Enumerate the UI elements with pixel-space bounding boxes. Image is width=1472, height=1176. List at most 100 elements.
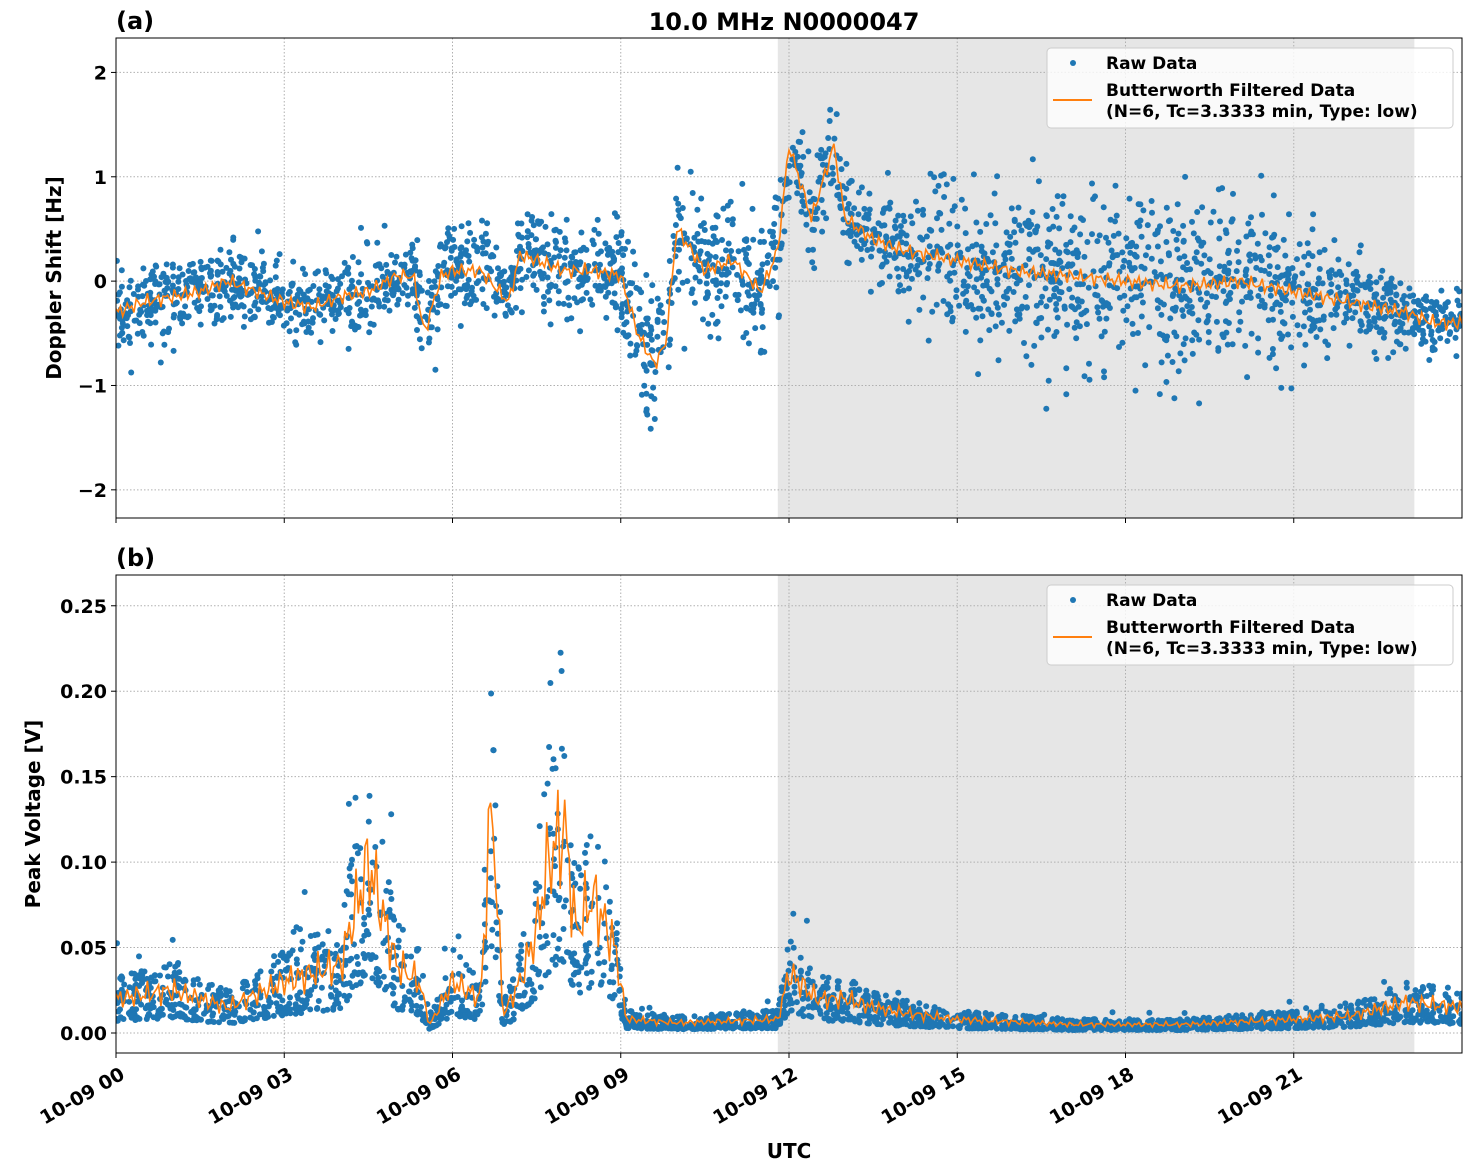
- raw-point: [396, 297, 402, 303]
- raw-point: [344, 997, 350, 1003]
- raw-point: [735, 297, 741, 303]
- raw-point: [1247, 251, 1253, 257]
- raw-point: [474, 248, 480, 254]
- raw-point: [817, 153, 823, 159]
- raw-point: [1097, 316, 1103, 322]
- raw-point: [1423, 293, 1429, 299]
- raw-point: [1078, 311, 1084, 317]
- raw-point: [1190, 351, 1196, 357]
- raw-point: [186, 268, 192, 274]
- raw-point: [499, 1016, 505, 1022]
- raw-point: [1053, 307, 1059, 313]
- raw-point: [746, 340, 752, 346]
- raw-point: [1432, 339, 1438, 345]
- raw-point: [602, 859, 608, 865]
- raw-point: [1167, 272, 1173, 278]
- raw-point: [963, 329, 969, 335]
- raw-point: [713, 282, 719, 288]
- raw-point: [167, 961, 173, 967]
- raw-point: [1269, 306, 1275, 312]
- raw-point: [1078, 215, 1084, 221]
- raw-point: [996, 357, 1002, 363]
- raw-point: [259, 298, 265, 304]
- raw-point: [1038, 315, 1044, 321]
- raw-point: [511, 1011, 517, 1017]
- raw-point: [755, 270, 761, 276]
- raw-point: [900, 1003, 906, 1009]
- raw-point: [790, 911, 796, 917]
- raw-point: [551, 932, 557, 938]
- raw-point: [584, 277, 590, 283]
- raw-point: [792, 990, 798, 996]
- raw-point: [1133, 388, 1139, 394]
- raw-point: [321, 317, 327, 323]
- raw-point: [1347, 343, 1353, 349]
- raw-point: [372, 844, 378, 850]
- raw-point: [725, 203, 731, 209]
- raw-point: [171, 348, 177, 354]
- raw-point: [536, 969, 542, 975]
- raw-point: [437, 1016, 443, 1022]
- raw-point: [621, 321, 627, 327]
- raw-point: [274, 258, 280, 264]
- raw-point: [382, 223, 388, 229]
- legend-raw-marker: [1070, 60, 1076, 66]
- raw-point: [994, 276, 1000, 282]
- raw-point: [1045, 327, 1051, 333]
- raw-point: [1170, 359, 1176, 365]
- raw-point: [609, 300, 615, 306]
- raw-point: [191, 977, 197, 983]
- raw-point: [892, 224, 898, 230]
- raw-point: [676, 247, 682, 253]
- raw-point: [1106, 240, 1112, 246]
- raw-point: [894, 1019, 900, 1025]
- raw-point: [541, 943, 547, 949]
- raw-point: [388, 811, 394, 817]
- raw-point: [892, 997, 898, 1003]
- raw-point: [1397, 280, 1403, 286]
- raw-point: [168, 1006, 174, 1012]
- raw-point: [646, 332, 652, 338]
- raw-point: [772, 265, 778, 271]
- raw-point: [179, 320, 185, 326]
- raw-point: [1310, 253, 1316, 259]
- raw-point: [798, 969, 804, 975]
- raw-point: [786, 195, 792, 201]
- raw-point: [946, 221, 952, 227]
- raw-point: [1149, 198, 1155, 204]
- raw-point: [1390, 1020, 1396, 1026]
- raw-point: [1397, 341, 1403, 347]
- raw-point: [1303, 1005, 1309, 1011]
- raw-point: [1255, 335, 1261, 341]
- raw-point: [652, 369, 658, 375]
- raw-point: [447, 236, 453, 242]
- raw-point: [1084, 321, 1090, 327]
- raw-point: [953, 294, 959, 300]
- raw-point: [856, 190, 862, 196]
- raw-point: [1142, 362, 1148, 368]
- raw-point: [1319, 1003, 1325, 1009]
- raw-point: [1262, 230, 1268, 236]
- raw-point: [1026, 218, 1032, 224]
- raw-point: [887, 274, 893, 280]
- raw-point: [584, 970, 590, 976]
- raw-point: [1081, 254, 1087, 260]
- raw-point: [868, 289, 874, 295]
- raw-point: [227, 1020, 233, 1026]
- raw-point: [1089, 181, 1095, 187]
- raw-point: [1116, 231, 1122, 237]
- raw-point: [715, 214, 721, 220]
- raw-point: [357, 845, 363, 851]
- raw-point: [287, 328, 293, 334]
- raw-point: [448, 255, 454, 261]
- raw-point: [816, 179, 822, 185]
- raw-point: [456, 933, 462, 939]
- raw-point: [1278, 309, 1284, 315]
- raw-point: [127, 340, 133, 346]
- raw-point: [1355, 288, 1361, 294]
- raw-point: [310, 315, 316, 321]
- raw-point: [114, 940, 120, 946]
- raw-point: [1268, 293, 1274, 299]
- raw-point: [1026, 246, 1032, 252]
- raw-point: [644, 412, 650, 418]
